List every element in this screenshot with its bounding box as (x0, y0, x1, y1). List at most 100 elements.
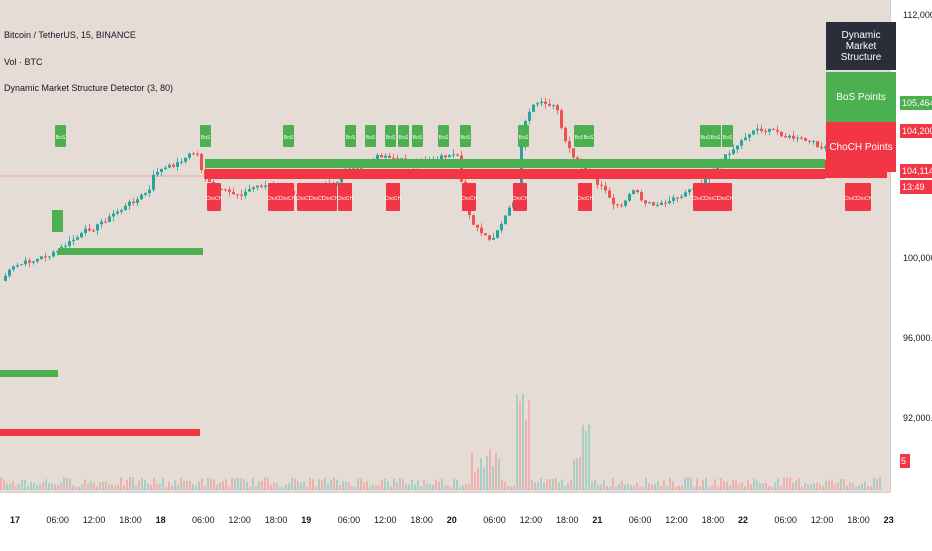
volume-bar (177, 485, 179, 490)
volume-bar (153, 478, 155, 490)
volume-bar (384, 478, 386, 490)
choch-marker-label: ChoCH (856, 196, 873, 202)
candle-body (64, 245, 67, 247)
volume-bar (336, 479, 338, 490)
candle-body (8, 269, 11, 276)
volume-bar (762, 483, 764, 490)
market-structure-indicator-label[interactable]: Dynamic Market Structure Detector (3, 80… (4, 83, 174, 93)
candle-body (520, 145, 523, 192)
volume-bar (582, 424, 584, 490)
volume-bar (843, 478, 845, 490)
candle-body (104, 221, 107, 223)
volume-bar (789, 477, 791, 490)
time-label: 18:00 (701, 515, 725, 525)
candle-body (724, 154, 727, 162)
volume-bar (672, 481, 674, 490)
volume-bar (618, 483, 620, 490)
time-axis[interactable]: 17 06:00 12:00 18:00 18 06:00 12:00 18:00 19 06:0… (0, 492, 894, 551)
volume-bar (858, 485, 860, 490)
volume-bar (699, 486, 701, 490)
candle-body (600, 184, 603, 186)
candle-body (260, 185, 263, 187)
volume-bar (636, 482, 638, 490)
candle-body (116, 211, 119, 214)
volume-bar (354, 486, 356, 490)
symbol-title[interactable]: Bitcoin / TetherUS, 15, BINANCE (4, 30, 136, 40)
volume-bar (480, 458, 482, 490)
volume-bar (477, 468, 479, 490)
candle-body (672, 197, 675, 201)
volume-bar (510, 486, 512, 490)
bos-marker-box (722, 125, 733, 147)
volume-bar (63, 477, 65, 490)
volume-bar (627, 483, 629, 490)
volume-bar (255, 486, 257, 490)
candle-body (676, 197, 679, 199)
volume-bar (558, 482, 560, 490)
volume-bar (186, 480, 188, 490)
choch-marker-label: ChoCH (717, 196, 734, 202)
price-chart[interactable]: BoS BoS BoS BoS BoS BoS BoS BoS BoS BoS BoS BoS BoS B… (0, 0, 890, 492)
price-axis[interactable]: 112,000.00 100,000.00 96,000.00 92,000.0… (890, 0, 932, 492)
volume-bar (234, 478, 236, 490)
volume-bar (183, 480, 185, 490)
candle-body (252, 187, 255, 190)
candle-body (80, 232, 83, 238)
volume-bar (417, 480, 419, 490)
volume-bar (540, 477, 542, 490)
candle-body (688, 189, 691, 193)
candle-body (508, 207, 511, 216)
volume-bar (861, 483, 863, 490)
volume-bar (57, 485, 59, 490)
candle-body (800, 137, 803, 139)
candle-body (112, 213, 115, 217)
volume-bar (423, 479, 425, 490)
candle-body (224, 189, 227, 191)
chart-area[interactable]: BoS BoS BoS BoS BoS BoS BoS BoS BoS BoS BoS BoS BoS B… (0, 0, 890, 492)
candle-body (160, 168, 163, 172)
candle-body (544, 101, 547, 104)
volume-bar (195, 485, 197, 490)
volume-bar (228, 486, 230, 490)
volume-bar (303, 481, 305, 490)
volume-bar (69, 478, 71, 490)
volume-bar (147, 483, 149, 490)
choch-marker-box (207, 183, 221, 211)
volume-bar (825, 480, 827, 490)
candle-body (748, 134, 751, 138)
candle-body (608, 190, 611, 198)
candle-body (100, 221, 103, 225)
volume-bar (573, 459, 575, 490)
candle-body (52, 251, 55, 257)
volume-bar (849, 482, 851, 490)
candle-body (484, 233, 487, 236)
volume-bar (48, 482, 50, 490)
volume-bar (30, 481, 32, 490)
volume-indicator-label[interactable]: Vol · BTC (4, 57, 43, 67)
volume-bar (105, 481, 107, 490)
volume-bar (471, 452, 473, 490)
time-label: 12:00 (82, 515, 106, 525)
candle-body (140, 194, 143, 200)
choch-marker-box (462, 183, 476, 211)
candle-body (616, 204, 619, 206)
volume-bar (780, 486, 782, 490)
countdown-tag: 13:49 (900, 180, 932, 194)
candle-body (180, 161, 183, 163)
volume-bar (606, 485, 608, 490)
volume-bar (669, 477, 671, 490)
volume-bar (132, 477, 134, 490)
volume-bar (27, 485, 29, 490)
candle-body (120, 210, 123, 212)
bos-marker-box (460, 125, 471, 147)
candle-body (472, 215, 475, 225)
volume-bar (717, 486, 719, 490)
volume-bar (549, 479, 551, 490)
volume-bar (489, 449, 491, 490)
volume-bar (633, 485, 635, 490)
bos-marker-label: BoS (399, 135, 409, 141)
volume-bar (339, 484, 341, 490)
candle-body (244, 191, 247, 196)
volume-bar (24, 479, 26, 490)
volume-bar (474, 472, 476, 490)
